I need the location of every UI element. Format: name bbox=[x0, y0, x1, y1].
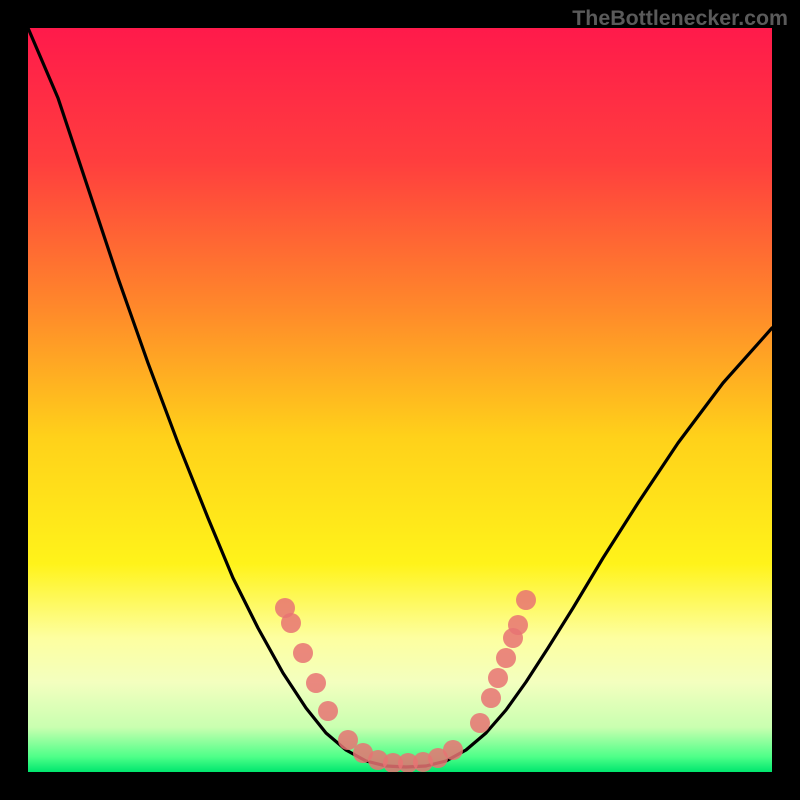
gpu-marker bbox=[508, 615, 528, 635]
gpu-marker bbox=[488, 668, 508, 688]
bottleneck-curve-chart bbox=[0, 0, 800, 800]
gpu-marker bbox=[496, 648, 516, 668]
gpu-marker bbox=[293, 643, 313, 663]
gradient-background bbox=[28, 28, 772, 772]
gpu-marker bbox=[318, 701, 338, 721]
gpu-marker bbox=[470, 713, 490, 733]
gpu-marker bbox=[443, 740, 463, 760]
gpu-marker bbox=[306, 673, 326, 693]
gpu-marker bbox=[481, 688, 501, 708]
watermark-text: TheBottlenecker.com bbox=[572, 6, 788, 31]
chart-container: TheBottlenecker.com bbox=[0, 0, 800, 800]
gpu-marker bbox=[516, 590, 536, 610]
gpu-marker bbox=[281, 613, 301, 633]
